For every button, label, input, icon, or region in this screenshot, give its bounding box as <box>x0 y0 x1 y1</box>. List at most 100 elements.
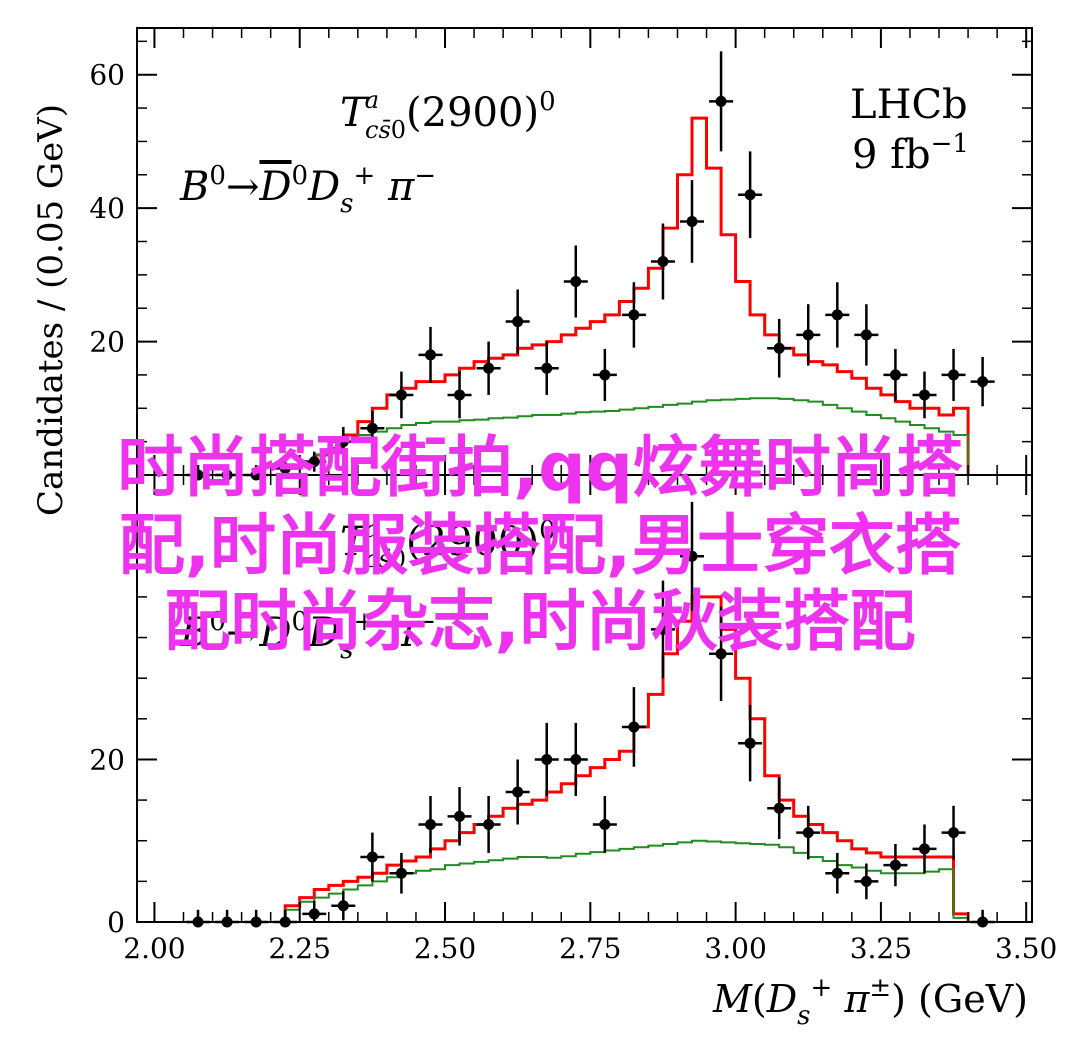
decay-label-bottom: B0→D0Ds+ π− <box>179 607 436 665</box>
data-marker <box>744 189 756 201</box>
x-tick-label: 3.00 <box>704 932 766 965</box>
data-point <box>505 289 530 354</box>
data-marker <box>483 362 495 374</box>
data-marker <box>570 276 582 288</box>
data-point <box>534 722 559 797</box>
data-marker <box>918 389 930 401</box>
data-marker <box>308 456 320 468</box>
axes-frame <box>136 27 1033 923</box>
x-tick-label: 3.25 <box>850 932 912 965</box>
x-tick-label: 2.50 <box>414 932 476 965</box>
data-point <box>883 843 908 887</box>
data-point <box>650 580 675 679</box>
data-point <box>360 410 385 446</box>
data-marker <box>308 908 320 920</box>
data-point <box>738 705 763 782</box>
data-marker <box>366 851 378 863</box>
data-point <box>418 796 443 853</box>
histogram-series-1-1 <box>284 839 970 922</box>
data-point <box>273 909 298 928</box>
data-marker <box>337 436 349 448</box>
data-marker <box>628 309 640 321</box>
panel-frame-1 <box>136 474 1033 923</box>
data-marker <box>686 550 698 562</box>
data-point <box>418 326 443 383</box>
decay-label-top: B0→D0Ds+ π− <box>179 161 436 219</box>
data-point <box>709 606 734 701</box>
data-point <box>621 687 646 767</box>
data-point <box>360 832 385 882</box>
data-point <box>244 909 269 928</box>
x-tick-label: 2.25 <box>269 932 331 965</box>
data-marker <box>860 329 872 341</box>
data-point <box>302 451 327 472</box>
data-point <box>621 282 646 348</box>
data-marker <box>454 389 466 401</box>
data-point <box>970 356 995 407</box>
data-point <box>738 151 763 239</box>
data-marker <box>424 349 436 361</box>
data-marker <box>454 810 466 822</box>
data-marker <box>802 329 814 341</box>
data-point <box>912 824 937 874</box>
data-point <box>680 501 705 611</box>
data-marker <box>483 818 495 830</box>
data-marker <box>599 369 611 381</box>
data-point <box>796 805 821 860</box>
data-marker <box>686 215 698 227</box>
y-tick-label: 40 <box>89 192 125 225</box>
data-point <box>534 341 559 395</box>
data-marker <box>337 900 349 912</box>
data-point <box>563 722 588 797</box>
data-point <box>302 900 327 922</box>
data-point <box>709 51 734 152</box>
ticks-layer: 20 40 60 0 20 2.00 2.25 2.50 2.75 3.00 3.25 3.50 <box>89 28 1057 965</box>
data-point <box>825 852 850 894</box>
x-tick-label: 3.50 <box>995 932 1057 965</box>
data-point <box>389 371 414 419</box>
data-marker <box>424 818 436 830</box>
data-point <box>331 426 356 457</box>
data-point <box>650 223 675 300</box>
data-marker <box>889 859 901 871</box>
data-marker <box>715 95 727 107</box>
data-marker <box>744 737 756 749</box>
data-marker <box>395 389 407 401</box>
data-marker <box>889 369 901 381</box>
data-marker <box>512 786 524 798</box>
data-point <box>592 348 617 401</box>
data-point <box>941 348 966 401</box>
data-marker <box>831 309 843 321</box>
watermark-line-1: 时尚搭配街拍,qq炫舞时尚搭 <box>117 429 963 506</box>
data-marker <box>628 721 640 733</box>
data-point <box>476 796 501 853</box>
data-point <box>854 863 879 900</box>
data-marker <box>773 802 785 814</box>
data-point <box>186 909 211 928</box>
resonance-label-bottom: Ta cs̄0(2900)0 <box>340 515 556 573</box>
y-tick-label: 20 <box>89 743 125 776</box>
resonance-label-top: Ta cs̄0(2900)0 <box>340 86 556 144</box>
histogram-series-0-1 <box>284 397 970 475</box>
y-axis-title: Candidates / (0.05 GeV) <box>31 104 71 516</box>
data-marker <box>657 623 669 635</box>
data-marker <box>802 827 814 839</box>
data-marker <box>599 818 611 830</box>
data-marker <box>512 316 524 328</box>
y-tick-label: 20 <box>89 326 125 359</box>
data-point <box>447 371 472 419</box>
data-marker <box>541 362 553 374</box>
watermark-line-2: 配,时尚服装搭配,男士穿衣搭 <box>118 507 962 584</box>
data-marker <box>860 875 872 887</box>
data-marker <box>948 369 960 381</box>
x-tick-label: 2.00 <box>123 932 185 965</box>
data-marker <box>831 867 843 879</box>
data-point <box>970 909 995 928</box>
data-point <box>941 805 966 860</box>
data-point <box>680 180 705 263</box>
watermark-line-3: 配时尚杂志,时尚秋装搭配 <box>164 583 916 660</box>
data-marker <box>395 867 407 879</box>
histogram-series-1-0 <box>283 595 970 922</box>
data-point <box>447 787 472 846</box>
